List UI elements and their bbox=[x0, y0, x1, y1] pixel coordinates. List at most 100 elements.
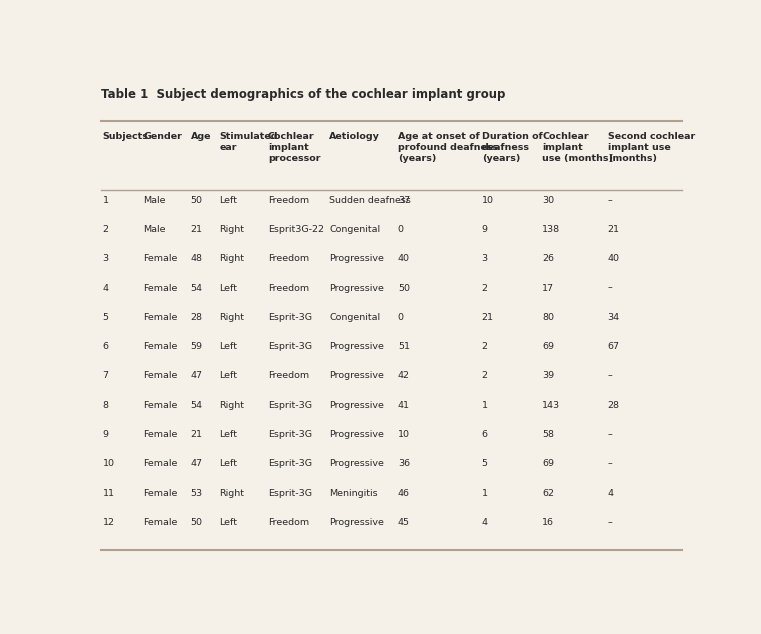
Text: 2: 2 bbox=[103, 225, 109, 234]
Text: 3: 3 bbox=[103, 254, 109, 263]
Text: 2: 2 bbox=[482, 342, 488, 351]
Text: Sudden deafness: Sudden deafness bbox=[330, 196, 411, 205]
Text: Female: Female bbox=[144, 254, 178, 263]
Text: 46: 46 bbox=[398, 489, 410, 498]
Text: 1: 1 bbox=[482, 489, 488, 498]
Text: 40: 40 bbox=[607, 254, 619, 263]
Text: –: – bbox=[607, 459, 613, 469]
Text: 11: 11 bbox=[103, 489, 115, 498]
Text: 30: 30 bbox=[543, 196, 554, 205]
Text: Age at onset of
profound deafness
(years): Age at onset of profound deafness (years… bbox=[398, 133, 498, 164]
Text: Right: Right bbox=[219, 313, 244, 322]
Text: 69: 69 bbox=[543, 342, 554, 351]
Text: Right: Right bbox=[219, 489, 244, 498]
Text: Left: Left bbox=[219, 196, 237, 205]
Text: 53: 53 bbox=[190, 489, 202, 498]
Text: Progressive: Progressive bbox=[330, 401, 384, 410]
Text: 5: 5 bbox=[482, 459, 488, 469]
Text: –: – bbox=[607, 518, 613, 527]
Text: Esprit-3G: Esprit-3G bbox=[268, 313, 312, 322]
Text: Right: Right bbox=[219, 254, 244, 263]
Text: 9: 9 bbox=[482, 225, 488, 234]
Text: 2: 2 bbox=[482, 283, 488, 292]
Text: Freedom: Freedom bbox=[268, 254, 309, 263]
Text: 50: 50 bbox=[190, 196, 202, 205]
Text: Female: Female bbox=[144, 430, 178, 439]
Text: 47: 47 bbox=[190, 459, 202, 469]
Text: 21: 21 bbox=[190, 225, 202, 234]
Text: 58: 58 bbox=[543, 430, 554, 439]
Text: Progressive: Progressive bbox=[330, 372, 384, 380]
Text: Subjects: Subjects bbox=[103, 133, 148, 141]
Text: 21: 21 bbox=[607, 225, 619, 234]
Text: 5: 5 bbox=[103, 313, 109, 322]
Text: –: – bbox=[607, 372, 613, 380]
Text: Female: Female bbox=[144, 372, 178, 380]
Text: Esprit3G-22: Esprit3G-22 bbox=[268, 225, 324, 234]
Text: Esprit-3G: Esprit-3G bbox=[268, 401, 312, 410]
Text: 41: 41 bbox=[398, 401, 410, 410]
Text: Age: Age bbox=[190, 133, 211, 141]
Text: Left: Left bbox=[219, 430, 237, 439]
Text: Esprit-3G: Esprit-3G bbox=[268, 430, 312, 439]
Text: 12: 12 bbox=[103, 518, 115, 527]
Text: 2: 2 bbox=[482, 372, 488, 380]
Text: 10: 10 bbox=[398, 430, 410, 439]
Text: Right: Right bbox=[219, 225, 244, 234]
Text: 28: 28 bbox=[190, 313, 202, 322]
Text: Aetiology: Aetiology bbox=[330, 133, 380, 141]
Text: 9: 9 bbox=[103, 430, 109, 439]
Text: Esprit-3G: Esprit-3G bbox=[268, 459, 312, 469]
Text: 26: 26 bbox=[543, 254, 554, 263]
Text: Congenital: Congenital bbox=[330, 313, 380, 322]
Text: 1: 1 bbox=[482, 401, 488, 410]
Text: 34: 34 bbox=[607, 313, 619, 322]
Text: Male: Male bbox=[144, 196, 166, 205]
Text: 50: 50 bbox=[398, 283, 410, 292]
Text: Second cochlear
implant use
(months): Second cochlear implant use (months) bbox=[607, 133, 695, 164]
Text: Cochlear
implant
processor: Cochlear implant processor bbox=[268, 133, 320, 164]
Text: 37: 37 bbox=[398, 196, 410, 205]
Text: –: – bbox=[607, 430, 613, 439]
Text: 47: 47 bbox=[190, 372, 202, 380]
Text: 51: 51 bbox=[398, 342, 410, 351]
Text: Duration of
deafness
(years): Duration of deafness (years) bbox=[482, 133, 543, 164]
Text: Female: Female bbox=[144, 489, 178, 498]
Text: Right: Right bbox=[219, 401, 244, 410]
Text: 7: 7 bbox=[103, 372, 109, 380]
Text: 21: 21 bbox=[190, 430, 202, 439]
Text: Esprit-3G: Esprit-3G bbox=[268, 489, 312, 498]
Text: Left: Left bbox=[219, 283, 237, 292]
Text: Female: Female bbox=[144, 459, 178, 469]
Text: Female: Female bbox=[144, 518, 178, 527]
Text: Progressive: Progressive bbox=[330, 430, 384, 439]
Text: 8: 8 bbox=[103, 401, 109, 410]
Text: Left: Left bbox=[219, 459, 237, 469]
Text: Progressive: Progressive bbox=[330, 283, 384, 292]
Text: 0: 0 bbox=[398, 313, 404, 322]
Text: Freedom: Freedom bbox=[268, 518, 309, 527]
Text: Female: Female bbox=[144, 283, 178, 292]
Text: Male: Male bbox=[144, 225, 166, 234]
Text: 59: 59 bbox=[190, 342, 202, 351]
Text: Progressive: Progressive bbox=[330, 342, 384, 351]
Text: 138: 138 bbox=[543, 225, 560, 234]
Text: 1: 1 bbox=[103, 196, 109, 205]
Text: Congenital: Congenital bbox=[330, 225, 380, 234]
Text: 10: 10 bbox=[482, 196, 494, 205]
Text: Left: Left bbox=[219, 342, 237, 351]
Text: Freedom: Freedom bbox=[268, 196, 309, 205]
Text: 143: 143 bbox=[543, 401, 560, 410]
Text: 16: 16 bbox=[543, 518, 554, 527]
Text: 50: 50 bbox=[190, 518, 202, 527]
Text: Left: Left bbox=[219, 372, 237, 380]
Text: 54: 54 bbox=[190, 401, 202, 410]
Text: Female: Female bbox=[144, 313, 178, 322]
Text: 67: 67 bbox=[607, 342, 619, 351]
Text: Progressive: Progressive bbox=[330, 459, 384, 469]
Text: Gender: Gender bbox=[144, 133, 183, 141]
Text: 40: 40 bbox=[398, 254, 410, 263]
Text: 42: 42 bbox=[398, 372, 410, 380]
Text: Stimulated
ear: Stimulated ear bbox=[219, 133, 278, 152]
Text: 69: 69 bbox=[543, 459, 554, 469]
